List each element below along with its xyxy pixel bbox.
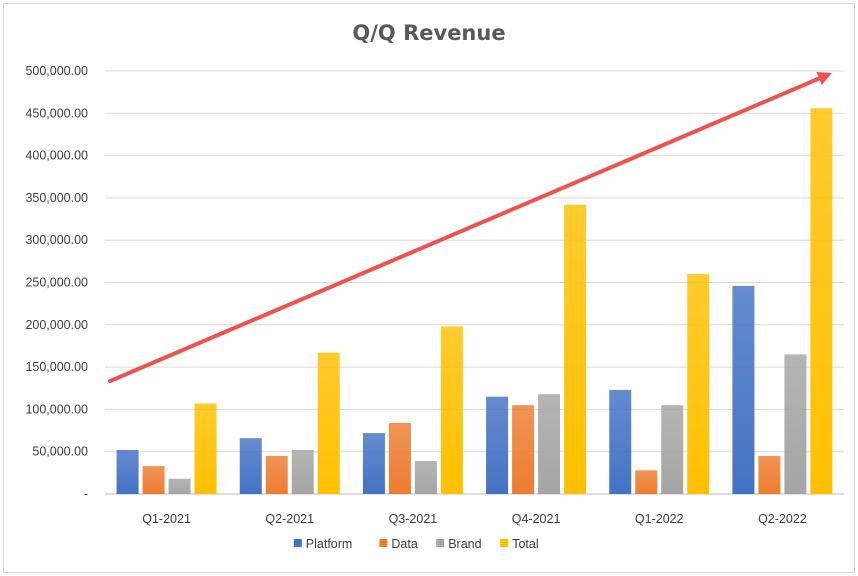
bars: [116, 108, 833, 494]
bar-total: [687, 274, 710, 494]
bar-data: [388, 422, 411, 494]
bar-platform: [362, 433, 385, 494]
legend-label-total: Total: [512, 537, 538, 551]
y-tick-label: 400,000.00: [25, 149, 88, 163]
y-tick-label: 200,000.00: [25, 318, 88, 332]
y-axis: - 50,000.00 100,000.00 150,000.00 200,000.00…: [25, 64, 88, 501]
bar-total: [564, 204, 587, 494]
bar-platform: [732, 285, 755, 494]
y-tick-label: 500,000.00: [25, 64, 88, 78]
bar-data: [142, 466, 165, 494]
bar-brand: [538, 394, 561, 494]
bar-platform: [609, 389, 632, 494]
bar-data: [265, 455, 288, 494]
bar-total: [317, 352, 340, 494]
trend-arrow-line: [108, 76, 822, 384]
bar-brand: [414, 461, 437, 494]
y-tick-label: 300,000.00: [25, 233, 88, 247]
revenue-chart: Q/Q Revenue - 50,000.00 100,000.00 150,000.…: [25, 21, 844, 551]
bar-brand: [291, 450, 314, 494]
legend-label-data: Data: [391, 537, 417, 551]
y-tick-label: 150,000.00: [25, 360, 88, 374]
bar-brand: [784, 354, 807, 494]
legend-label-brand: Brand: [448, 537, 481, 551]
bar-brand: [168, 478, 191, 494]
legend-label-platform: Platform: [306, 537, 353, 551]
trend-arrow: [108, 72, 832, 384]
chart-title: Q/Q Revenue: [352, 21, 505, 45]
y-tick-label: 250,000.00: [25, 276, 88, 290]
bar-total: [440, 326, 463, 494]
bar-total: [810, 108, 833, 494]
trend-arrow-head: [816, 72, 832, 85]
x-tick-label: Q2-2021: [265, 512, 314, 526]
y-tick-label: 450,000.00: [25, 106, 88, 120]
legend-swatch-data: [379, 539, 388, 547]
x-tick-label: Q1-2021: [142, 512, 191, 526]
bar-platform: [239, 438, 262, 494]
gridlines: [105, 70, 844, 495]
x-tick-label: Q3-2021: [389, 512, 438, 526]
x-tick-label: Q2-2022: [758, 512, 807, 526]
y-tick-label: 100,000.00: [25, 402, 88, 416]
bar-total: [194, 403, 217, 494]
bar-platform: [486, 396, 509, 494]
x-axis: Q1-2021 Q2-2021 Q3-2021 Q4-2021 Q1-2022 Q2-20…: [142, 512, 807, 526]
legend-swatch-brand: [436, 539, 445, 547]
bar-platform: [116, 450, 139, 494]
bar-brand: [661, 405, 684, 494]
legend-swatch-total: [500, 539, 509, 547]
legend-swatch-platform: [293, 539, 302, 547]
bar-data: [758, 455, 781, 494]
y-tick-label: 50,000.00: [32, 445, 88, 459]
bar-data: [635, 470, 658, 494]
y-tick-label: 350,000.00: [25, 191, 88, 205]
legend: Platform Data Brand Total: [293, 537, 539, 551]
x-tick-label: Q1-2022: [635, 512, 684, 526]
x-tick-label: Q4-2021: [512, 512, 561, 526]
chart-frame: Q/Q Revenue - 50,000.00 100,000.00 150,000.…: [3, 3, 855, 573]
y-tick-label: -: [84, 487, 88, 501]
bar-data: [512, 405, 535, 494]
